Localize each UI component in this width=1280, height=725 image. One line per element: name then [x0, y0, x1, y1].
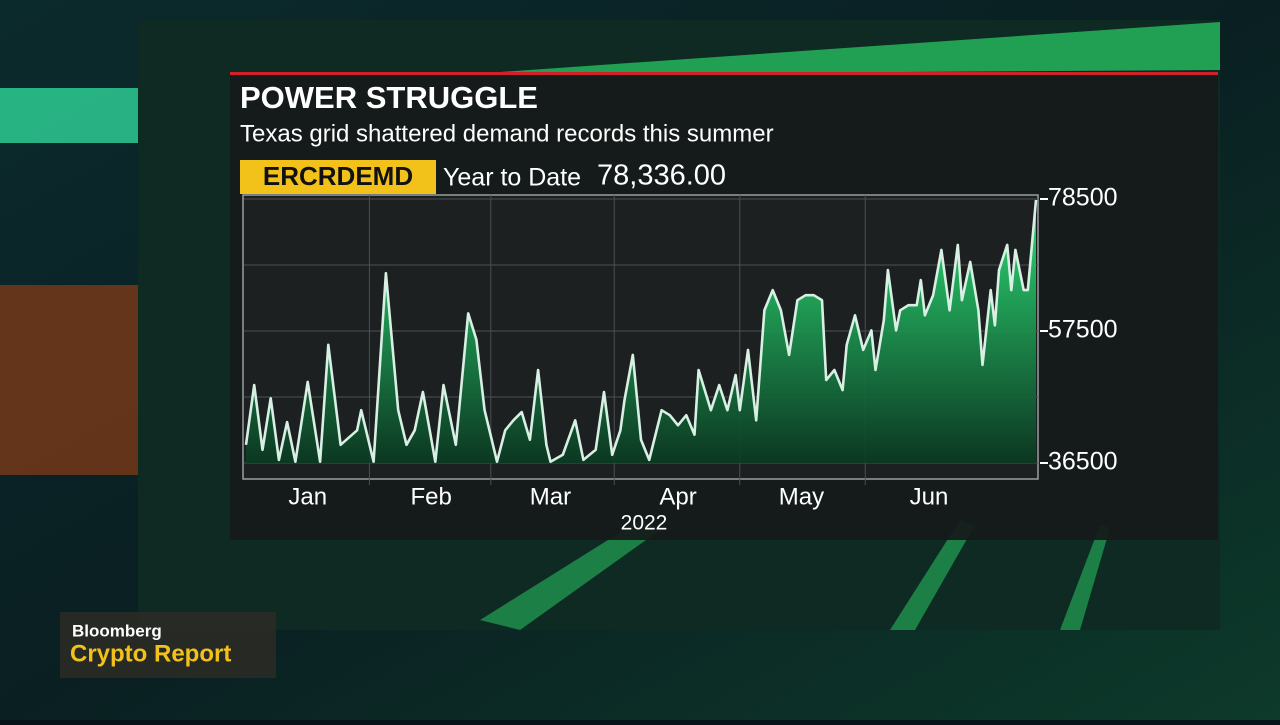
chart-title: POWER STRUGGLE	[240, 80, 538, 115]
y-tick-label: 57500	[1048, 316, 1118, 344]
green-streak	[1060, 525, 1110, 630]
studio-wall	[0, 285, 140, 475]
green-streak	[890, 520, 975, 630]
y-tick-label: 78500	[1048, 184, 1118, 212]
x-tick-label: Jan	[288, 483, 327, 510]
ticker: ERCRDEMD	[263, 161, 413, 191]
x-tick-label: Jun	[910, 483, 949, 510]
x-tick-label: Apr	[659, 483, 696, 510]
ticker-box	[240, 160, 436, 194]
chart-subtitle: Texas grid shattered demand records this…	[240, 120, 774, 147]
green-streak	[500, 22, 1220, 72]
show-name: Crypto Report	[70, 640, 231, 667]
x-tick-label: Mar	[530, 483, 571, 510]
studio-light	[0, 88, 140, 143]
line	[244, 199, 1038, 463]
x-tick-label: May	[779, 483, 824, 510]
red-rule	[230, 72, 1218, 75]
logo-box	[60, 612, 276, 678]
brand: Bloomberg	[72, 621, 162, 640]
y-tick-label: 36500	[1048, 448, 1118, 476]
x-axis-label: 2022	[621, 512, 668, 535]
period: Year to Date	[443, 164, 581, 192]
x-tick-label: Feb	[410, 483, 451, 510]
green-streak	[480, 520, 660, 630]
last-value: 78,336.00	[597, 160, 726, 192]
